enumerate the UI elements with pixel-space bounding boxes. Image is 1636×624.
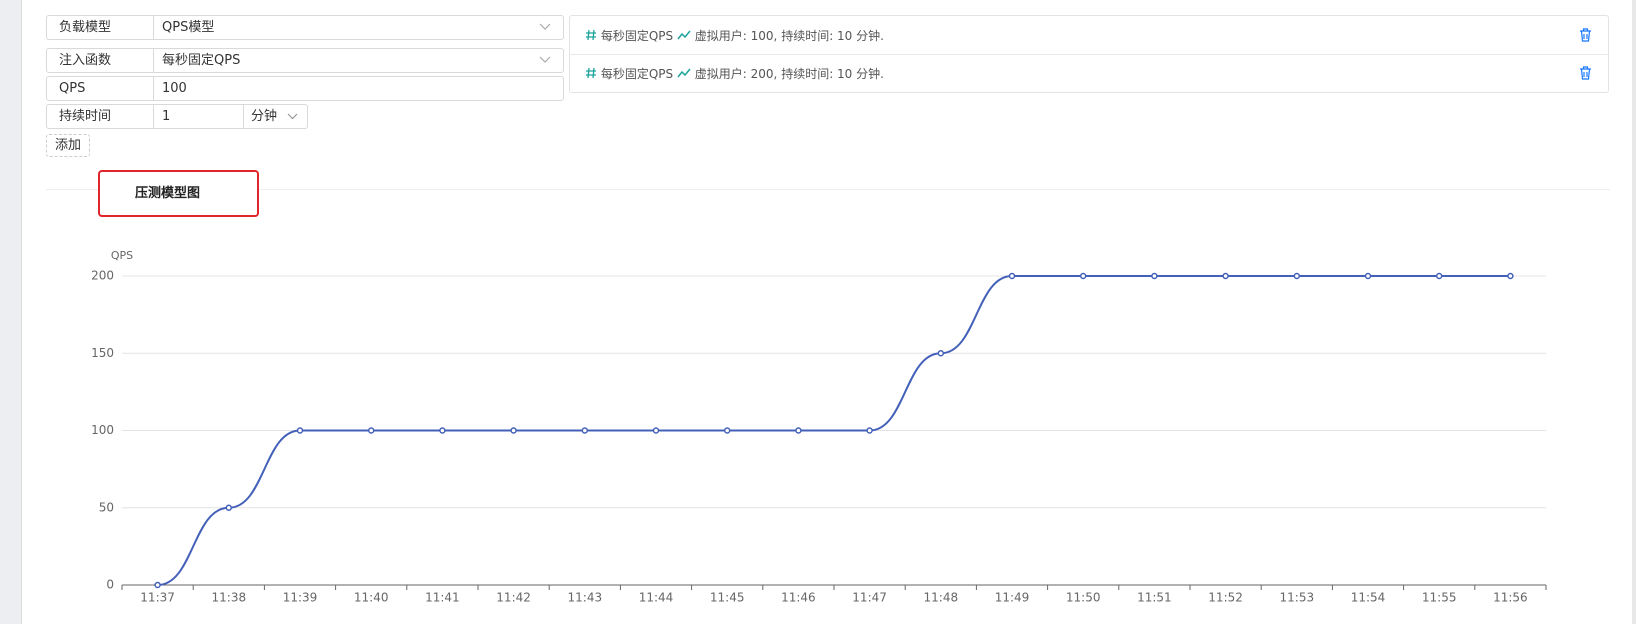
input[interactable]: 1 [153, 104, 244, 129]
point [510, 427, 517, 434]
x-tick-label: 11:37 [140, 591, 175, 605]
x-tick-label: 11:40 [354, 591, 389, 605]
point [1435, 272, 1443, 280]
x-tick-label: 11:38 [212, 591, 247, 605]
point [866, 427, 873, 434]
point [652, 427, 660, 434]
stage-item: 每秒固定QPS 虚拟用户: 100, 持续时间: 10 分钟. [585, 26, 884, 46]
point [367, 427, 375, 434]
select[interactable]: 每秒固定QPS [153, 48, 564, 73]
point [937, 350, 945, 357]
point [795, 427, 802, 434]
point [723, 427, 731, 434]
trend-icon [677, 68, 691, 78]
chevron-icon [539, 56, 551, 63]
stage-detail: 虚拟用户: 200, 持续时间: 10 分钟. [694, 67, 884, 81]
x-tick-label: 11:44 [639, 591, 674, 605]
x-tick-label: 11:48 [924, 591, 959, 605]
y-axis-label: QPS [111, 249, 133, 262]
stage-list [569, 15, 1609, 93]
x-tick-label: 11:46 [781, 591, 816, 605]
y-tick-label: 100 [91, 423, 114, 437]
point [1079, 272, 1087, 280]
delete-icon[interactable] [1579, 28, 1592, 42]
chevron-icon [539, 23, 551, 30]
divider [570, 54, 1608, 55]
x-tick-label: 11:45 [710, 591, 745, 605]
point [439, 427, 446, 434]
x-tick-label: 11:52 [1208, 591, 1243, 605]
point [1222, 272, 1229, 280]
point [1364, 272, 1372, 280]
point [1293, 272, 1301, 280]
point [1507, 272, 1514, 280]
select-value: 分钟 [251, 109, 278, 124]
field-label: 注入函数 [46, 48, 154, 73]
x-tick-label: 11:49 [995, 591, 1030, 605]
x-tick-label: 11:54 [1351, 591, 1386, 605]
x-tick-label: 11:43 [568, 591, 603, 605]
input[interactable]: 100 [153, 76, 564, 101]
x-tick-label: 11:55 [1422, 591, 1457, 605]
hash-icon [586, 29, 596, 41]
stage-name: 每秒固定QPS [600, 29, 674, 43]
add-button[interactable]: 添加 [46, 134, 90, 157]
select-value: 每秒固定QPS [162, 53, 241, 68]
x-tick-label: 11:53 [1280, 591, 1315, 605]
point [296, 427, 304, 434]
y-tick-label: 0 [106, 578, 114, 592]
x-tick-label: 11:50 [1066, 591, 1101, 605]
stage-detail: 虚拟用户: 100, 持续时间: 10 分钟. [694, 29, 884, 43]
unit-select[interactable]: 分钟 [243, 104, 308, 129]
chevron-icon [287, 113, 298, 120]
field-label: 负载模型 [46, 15, 154, 40]
scrollbar [1632, 0, 1636, 624]
tab[interactable]: 压测模型图 [135, 186, 201, 201]
y-tick-label: 150 [91, 346, 114, 360]
stage-name: 每秒固定QPS [600, 67, 674, 81]
x-tick-label: 11:51 [1137, 591, 1172, 605]
point [581, 427, 589, 434]
x-tick-label: 11:41 [425, 591, 460, 605]
side-strip [0, 0, 22, 624]
x-tick-label: 11:47 [852, 591, 887, 605]
trend-icon [677, 30, 691, 40]
highlight-box [98, 170, 259, 217]
point [1151, 272, 1158, 280]
field-label: QPS [46, 76, 154, 101]
x-tick-label: 11:39 [283, 591, 318, 605]
point [154, 581, 161, 589]
delete-icon[interactable] [1579, 66, 1592, 80]
field-label: 持续时间 [46, 104, 154, 129]
y-tick-label: 50 [99, 500, 114, 514]
y-tick-label: 200 [91, 269, 114, 283]
line-series [157, 275, 1511, 586]
stage-item: 每秒固定QPS 虚拟用户: 200, 持续时间: 10 分钟. [585, 64, 884, 84]
x-tick-label: 11:42 [496, 591, 531, 605]
point [1008, 272, 1016, 280]
x-tick-label: 11:56 [1493, 591, 1528, 605]
divider [46, 189, 1610, 190]
select[interactable]: QPS模型 [153, 15, 564, 40]
point [225, 504, 233, 511]
hash-icon [586, 67, 596, 79]
select-value: QPS模型 [162, 20, 215, 35]
